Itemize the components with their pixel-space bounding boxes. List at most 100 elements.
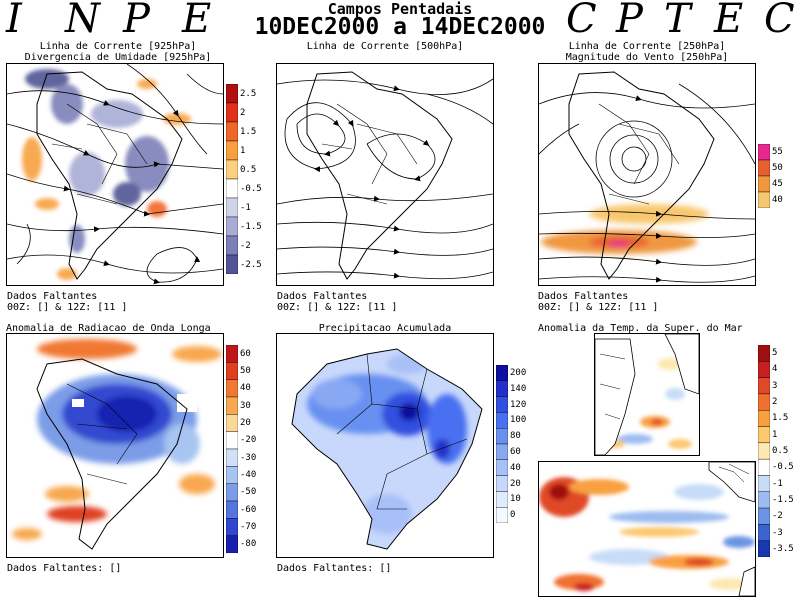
precip-missing-line1: Dados Faltantes: [] bbox=[277, 563, 392, 574]
colorbar-swatch bbox=[758, 426, 770, 444]
olr-missing: Dados Faltantes: [] bbox=[7, 563, 121, 574]
colorbar-swatch bbox=[226, 159, 238, 180]
colorbar-label: 140 bbox=[510, 383, 527, 394]
colorbar-swatch bbox=[758, 361, 770, 378]
colorbar-swatch bbox=[496, 428, 508, 445]
olr-colorbar-swatches bbox=[226, 345, 238, 553]
colorbar-label: -1.5 bbox=[240, 221, 262, 232]
logo-letter: E bbox=[182, 0, 212, 42]
p500-map bbox=[276, 63, 494, 286]
colorbar-label: 2 bbox=[772, 397, 778, 408]
colorbar-label: -2 bbox=[240, 240, 251, 251]
colorbar-label: 60 bbox=[510, 446, 521, 457]
colorbar-swatch bbox=[226, 140, 238, 161]
colorbar-label: 120 bbox=[510, 399, 527, 410]
precip-colorbar-swatches bbox=[496, 365, 508, 523]
colorbar-swatch bbox=[496, 412, 508, 429]
p925-caption-line2: Divergencia de Umidade [925hPa] bbox=[24, 52, 212, 63]
precip-caption-line1: Precipitacao Acumulada bbox=[318, 323, 452, 334]
colorbar-label: -80 bbox=[240, 539, 257, 550]
colorbar-label: 1.5 bbox=[772, 413, 789, 424]
cptec-logo: C P T E C bbox=[540, 0, 800, 42]
p500-missing-line1: Dados Faltantes bbox=[277, 291, 368, 302]
colorbar-swatch bbox=[226, 102, 238, 123]
colorbar-swatch bbox=[226, 197, 238, 218]
colorbar-swatch bbox=[226, 254, 238, 274]
colorbar-label: 0.5 bbox=[240, 164, 257, 175]
colorbar-swatch bbox=[496, 396, 508, 413]
colorbar-swatch bbox=[226, 535, 238, 553]
colorbar-swatch bbox=[758, 475, 770, 492]
colorbar-swatch bbox=[758, 524, 770, 541]
colorbar-swatch bbox=[496, 491, 508, 508]
colorbar-label: 2 bbox=[240, 107, 246, 118]
sst-map-atlantic bbox=[594, 333, 700, 456]
colorbar-label: 4 bbox=[772, 364, 778, 375]
colorbar-label: 3 bbox=[772, 380, 778, 391]
colorbar-swatch bbox=[226, 483, 238, 502]
colorbar-label: 200 bbox=[510, 367, 527, 378]
colorbar-label: -1 bbox=[772, 478, 783, 489]
colorbar-swatch bbox=[758, 144, 770, 161]
colorbar-swatch bbox=[226, 216, 238, 237]
colorbar-swatch bbox=[496, 443, 508, 461]
colorbar-swatch bbox=[758, 458, 770, 476]
colorbar-label: 45 bbox=[772, 179, 783, 189]
logo-letter: I bbox=[6, 0, 22, 42]
sst-colorbar: 5 4 3 2 1.5 1 0.5 -0.5 -1 -1.5 -2 -3 -3.5 bbox=[758, 340, 798, 560]
sst-caption: Anomalia da Temp. da Super. do Mar bbox=[538, 323, 768, 334]
colorbar-label: -70 bbox=[240, 522, 257, 532]
olr-caption: Anomalia de Radiacao de Onda Longa bbox=[6, 323, 236, 334]
colorbar-swatch bbox=[226, 518, 238, 536]
p925-missing: Dados Faltantes 00Z: [] & 12Z: [11 ] bbox=[7, 291, 127, 313]
colorbar-label: -3 bbox=[772, 527, 783, 538]
page-title: Campos Pentadais bbox=[327, 0, 473, 18]
colorbar-label: 1.5 bbox=[240, 126, 257, 137]
logo-letter: P bbox=[123, 0, 150, 42]
p925-caption: Linha de Corrente [925hPa] Divergencia d… bbox=[5, 41, 231, 63]
logo-letter: C bbox=[566, 0, 597, 42]
colorbar-label: 0.5 bbox=[772, 446, 789, 456]
colorbar-label: 100 bbox=[510, 415, 527, 426]
p925-caption-line1: Linha de Corrente [925hPa] bbox=[39, 41, 197, 52]
colorbar-label: 1 bbox=[772, 429, 778, 440]
colorbar-swatch bbox=[758, 491, 770, 509]
colorbar-label: 40 bbox=[772, 195, 783, 205]
olr-map bbox=[6, 333, 224, 558]
p925-map bbox=[6, 63, 224, 286]
colorbar-label: -30 bbox=[240, 452, 257, 463]
olr-missing-line1: Dados Faltantes: [] bbox=[7, 563, 122, 574]
colorbar-swatch bbox=[226, 414, 238, 432]
colorbar-swatch bbox=[226, 396, 238, 415]
p250-caption: Linha de Corrente [250hPa] Magnitude do … bbox=[538, 41, 756, 63]
colorbar-swatch bbox=[758, 175, 770, 193]
colorbar-label: 2.5 bbox=[240, 88, 257, 99]
colorbar-label: 40 bbox=[240, 383, 251, 394]
colorbar-label: 50 bbox=[772, 163, 783, 173]
precip-caption: Precipitacao Acumulada bbox=[276, 323, 494, 334]
period-title: 10DEC2000 a 14DEC2000 bbox=[254, 14, 546, 40]
p250-colorbar-swatches bbox=[758, 144, 770, 208]
colorbar-label: -60 bbox=[240, 504, 257, 515]
sst-colorbar-swatches bbox=[758, 345, 770, 557]
precip-missing: Dados Faltantes: [] bbox=[277, 563, 391, 574]
logo-letter: C bbox=[764, 0, 795, 42]
inpe-logo: I N P E bbox=[0, 0, 250, 42]
colorbar-swatch bbox=[226, 345, 238, 363]
colorbar-label: -2.5 bbox=[240, 259, 262, 270]
colorbar-swatch bbox=[226, 500, 238, 519]
p925-missing-line1: Dados Faltantes bbox=[7, 291, 98, 302]
colorbar-label: -2 bbox=[772, 511, 783, 522]
p500-caption-line1: Linha de Corrente [500hPa] bbox=[306, 41, 464, 52]
colorbar-swatch bbox=[758, 410, 770, 427]
colorbar-label: 5 bbox=[772, 348, 778, 359]
colorbar-swatch bbox=[226, 362, 238, 380]
p250-caption-line1: Linha de Corrente [250hPa] bbox=[568, 41, 726, 52]
colorbar-label: -40 bbox=[240, 470, 257, 480]
colorbar-label: 50 bbox=[240, 366, 251, 376]
colorbar-label: 20 bbox=[240, 418, 251, 428]
colorbar-swatch bbox=[226, 84, 238, 104]
p250-missing-line2: 00Z: [] & 12Z: [11 ] bbox=[538, 302, 659, 313]
logo-letter: N bbox=[65, 0, 100, 42]
colorbar-label: 80 bbox=[510, 431, 521, 442]
